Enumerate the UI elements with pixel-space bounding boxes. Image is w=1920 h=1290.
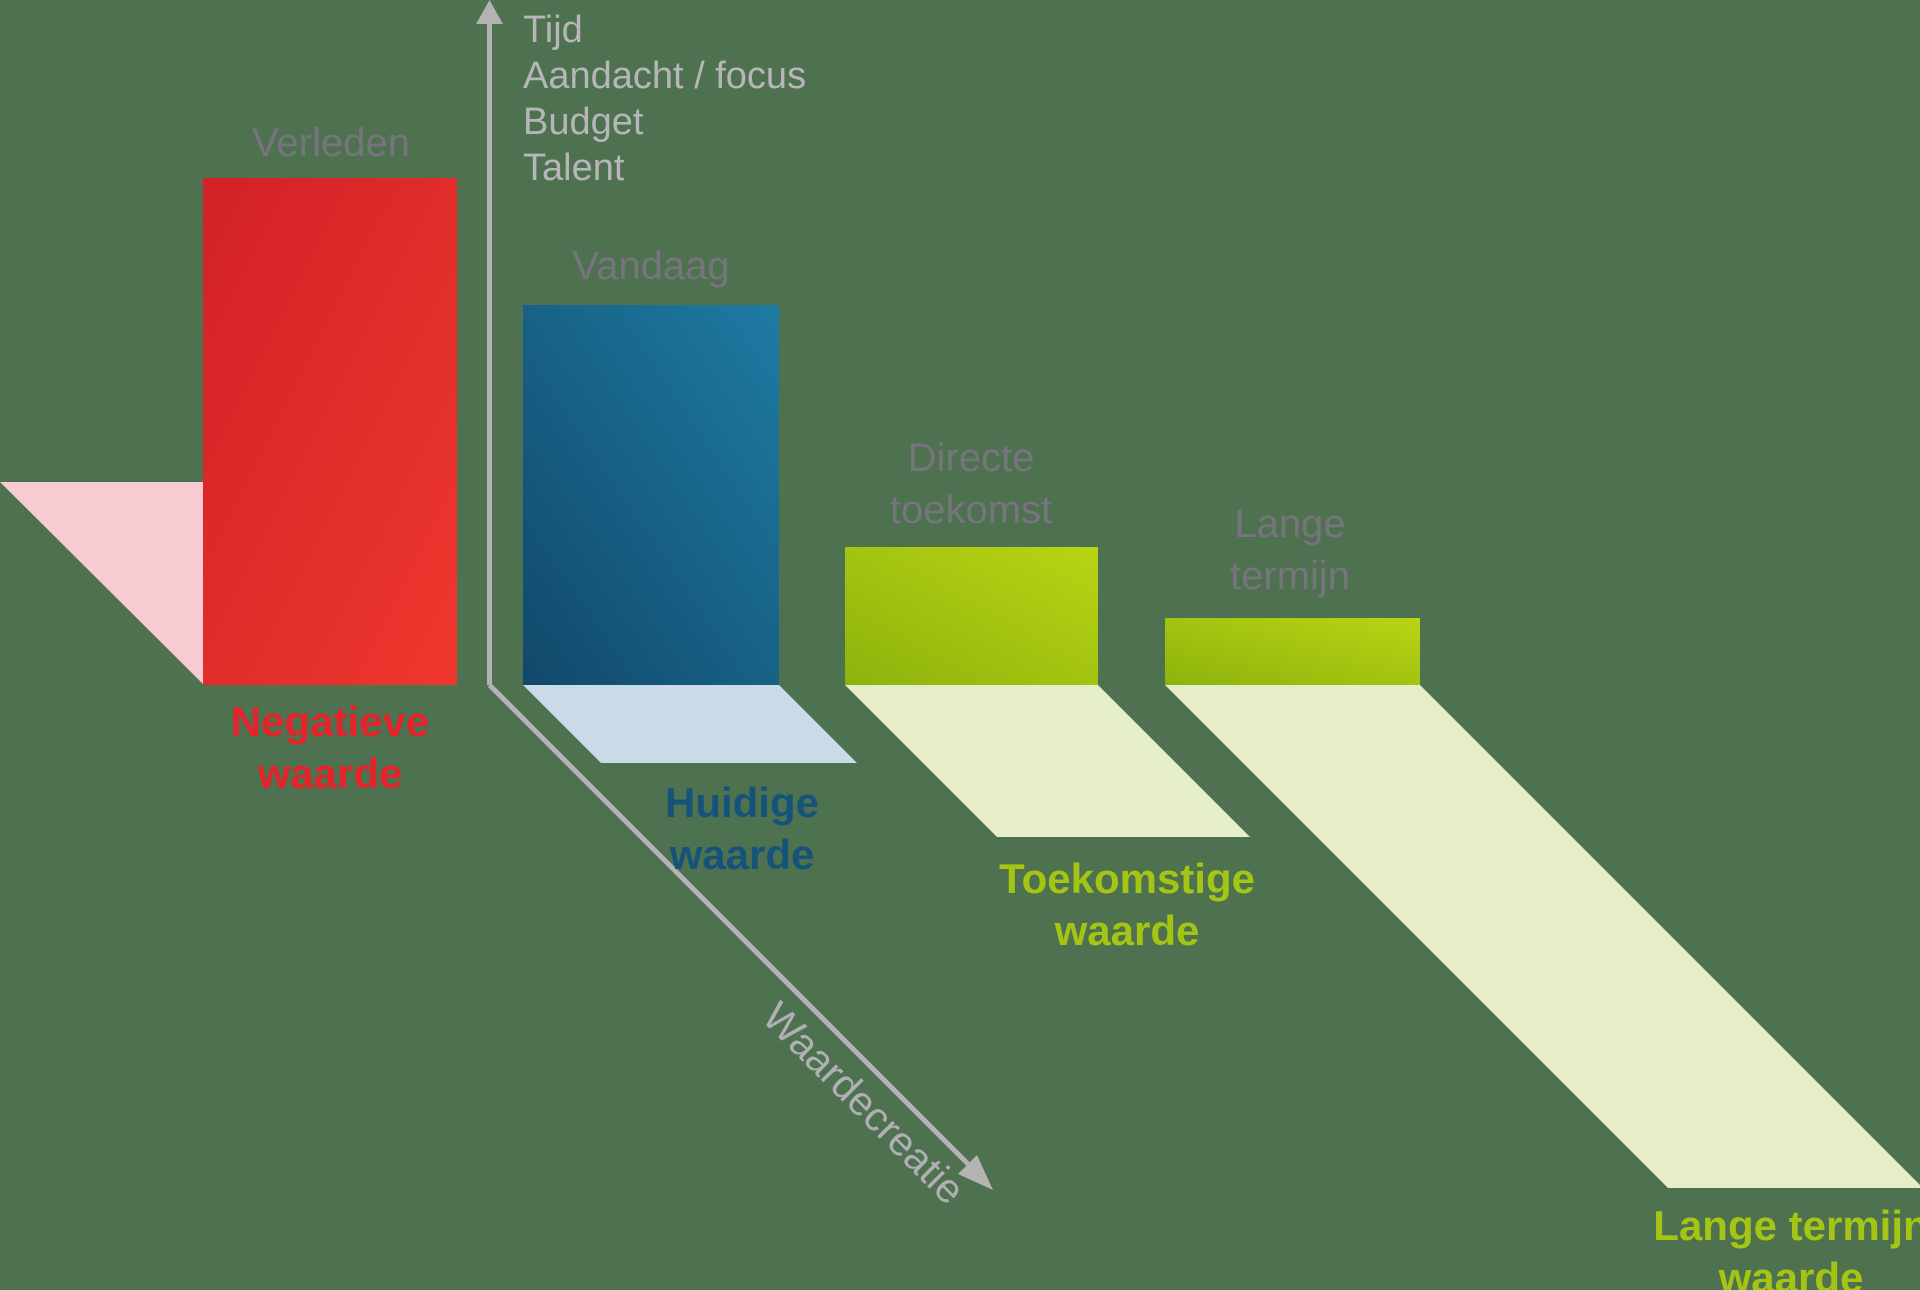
diagonal-axis-line	[487, 683, 980, 1176]
bar-lange-termijn	[1165, 618, 1420, 685]
period-label-verleden: Verleden	[252, 121, 410, 165]
shadow-vandaag	[523, 685, 857, 763]
arrow-up-icon	[476, 0, 503, 24]
axis-label-tijd: Tijd	[523, 9, 583, 51]
shadow-directe-toekomst	[845, 685, 1250, 837]
value-label-toekomstige: Toekomstige	[999, 855, 1255, 902]
value-label-negatieve: Negatieve	[231, 698, 429, 745]
axis-label-aandacht-focus: Aandacht / focus	[523, 55, 806, 97]
value-label-toekomstige-waarde: waarde	[1054, 907, 1200, 954]
bar-directe-toekomst	[845, 547, 1098, 685]
axis-label-budget: Budget	[523, 101, 644, 143]
shadow-verleden	[0, 482, 204, 685]
value-label-lange-termijn: Lange termijn	[1653, 1202, 1920, 1249]
shadow-lange-termijn	[1165, 685, 1920, 1188]
value-label-huidige-waarde: waarde	[669, 831, 815, 878]
value-label-lange-termijn-waarde: waarde	[1718, 1254, 1864, 1290]
period-label-lange: Lange	[1234, 502, 1345, 546]
period-label-toekomst: toekomst	[890, 488, 1052, 532]
value-label-negatieve-waarde: waarde	[257, 750, 403, 797]
axis-label-talent: Talent	[523, 147, 625, 189]
period-label-vandaag: Vandaag	[572, 244, 729, 288]
bar-verleden	[203, 178, 457, 685]
period-label-termijn: termijn	[1230, 554, 1350, 598]
period-label-directe: Directe	[908, 436, 1035, 480]
value-label-huidige: Huidige	[665, 779, 819, 826]
y-axis-labels: Tijd Aandacht / focus Budget Talent	[523, 9, 806, 189]
bar-vandaag	[523, 305, 779, 685]
arrow-down-right-icon	[958, 1155, 993, 1190]
